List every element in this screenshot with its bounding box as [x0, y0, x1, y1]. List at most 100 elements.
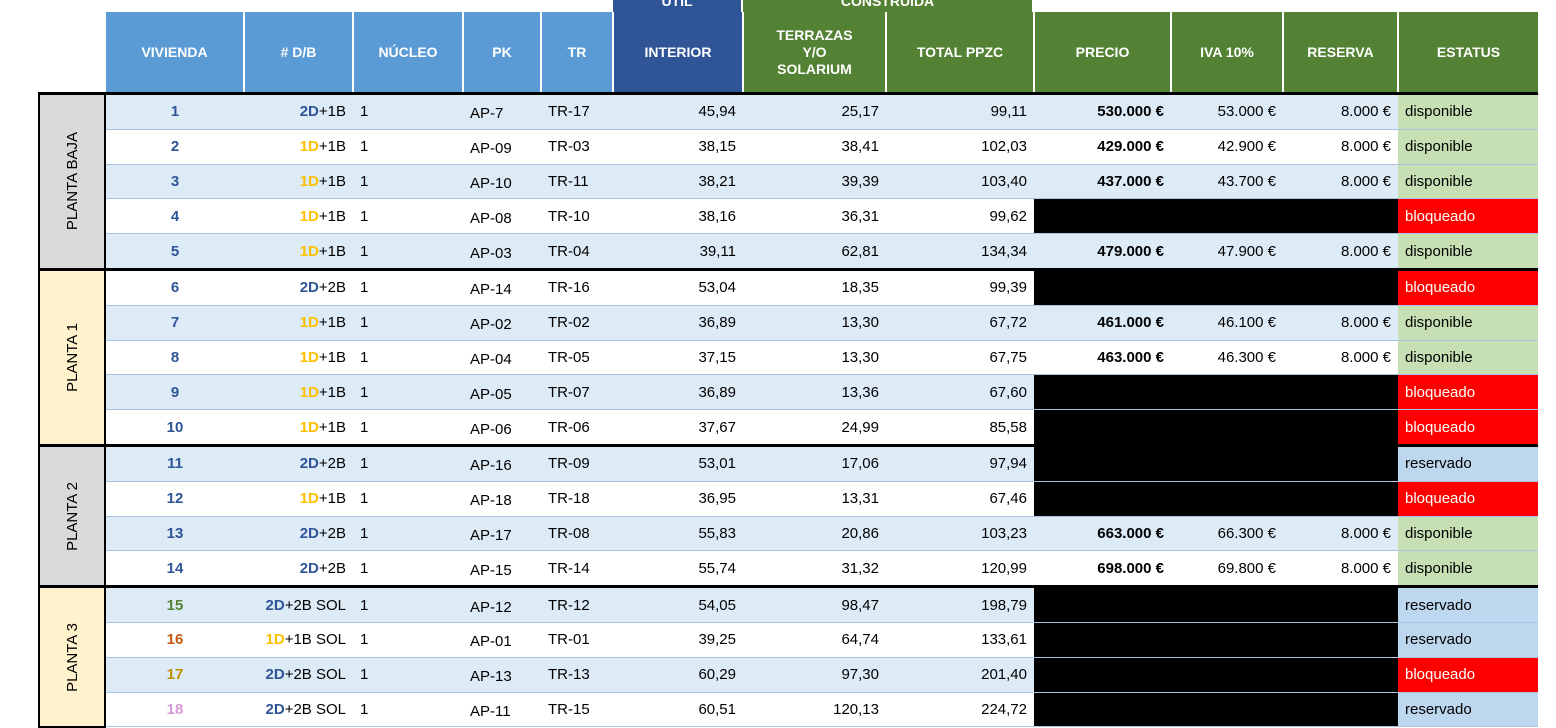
- iva-cell: 66.300 €: [1171, 516, 1283, 552]
- tr-cell: TR-06: [541, 409, 613, 446]
- pk-cell: AP-11: [463, 692, 541, 728]
- column-header: INTERIOR: [612, 12, 743, 94]
- column-header: TOTAL PPZC: [885, 12, 1034, 94]
- tr-cell: TR-10: [541, 198, 613, 235]
- bedrooms: 2D: [299, 279, 319, 297]
- vivienda-cell: 1: [105, 92, 244, 130]
- reserva-cell: [1283, 692, 1398, 728]
- tr-cell: TR-07: [541, 374, 613, 411]
- vivienda-cell: 7: [105, 305, 244, 341]
- nucleo-cell: 1: [353, 409, 463, 446]
- estatus-cell: bloqueado: [1398, 409, 1538, 446]
- vivienda-cell: 14: [105, 550, 244, 588]
- nucleo-cell: 1: [353, 233, 463, 270]
- floor-cell: PLANTA 1: [38, 267, 106, 447]
- pk-cell: AP-12: [463, 585, 541, 623]
- bathrooms: +1B: [318, 207, 346, 225]
- total-cell: 67,75: [886, 340, 1034, 376]
- column-header: IVA 10%: [1170, 12, 1283, 94]
- bedrooms: 1D: [299, 348, 319, 366]
- column-header: ESTATUS: [1397, 12, 1538, 94]
- total-cell: 102,03: [886, 129, 1034, 165]
- bathrooms: +1B: [318, 383, 346, 401]
- table-row: 13 2D+2B 1 AP-17 TR-08 55,83 20,86 103,23 663.00…: [39, 516, 1538, 552]
- estatus-cell: disponible: [1398, 164, 1538, 200]
- estatus-cell: reservado: [1398, 622, 1538, 658]
- reserva-cell: [1283, 585, 1398, 623]
- db-cell: 1D+1B: [244, 305, 353, 341]
- iva-cell: 69.800 €: [1171, 550, 1283, 588]
- tr-cell: TR-02: [541, 305, 613, 341]
- db-cell: 1D+1B: [244, 129, 353, 165]
- bathrooms: +1B: [318, 348, 346, 366]
- nucleo-cell: 1: [353, 550, 463, 588]
- reserva-cell: 8.000 €: [1283, 92, 1398, 130]
- precio-cell: 530.000 €: [1034, 92, 1171, 130]
- nucleo-cell: 1: [353, 585, 463, 623]
- db-cell: 1D+1B: [244, 198, 353, 235]
- pk-cell: AP-08: [463, 198, 541, 235]
- precio-cell: 429.000 €: [1034, 129, 1171, 165]
- interior-cell: 39,11: [613, 233, 743, 270]
- precio-cell: [1034, 657, 1171, 693]
- bathrooms: +2B SOL: [284, 666, 346, 684]
- terrazas-cell: 13,30: [743, 305, 886, 341]
- db-cell: 1D+1B SOL: [244, 622, 353, 658]
- terrazas-cell: 36,31: [743, 198, 886, 235]
- interior-cell: 60,51: [613, 692, 743, 728]
- interior-cell: 38,21: [613, 164, 743, 200]
- table-row: PLANTA BAJA 1 2D+1B 1 AP-7 TR-17 45,94 25,17 99,…: [38, 92, 1538, 271]
- pk-cell: AP-03: [463, 233, 541, 270]
- interior-cell: 37,67: [613, 409, 743, 446]
- floor-cell: PLANTA BAJA: [38, 92, 106, 271]
- terrazas-cell: 25,17: [743, 92, 886, 130]
- bedrooms: 1D: [299, 490, 319, 508]
- total-cell: 97,94: [886, 443, 1034, 482]
- pk-cell: AP-09: [463, 129, 541, 165]
- bedrooms: 1D: [299, 138, 319, 156]
- vivienda-cell: 10: [105, 409, 244, 446]
- vivienda-cell: 4: [105, 198, 244, 235]
- iva-cell: [1171, 443, 1283, 482]
- vivienda-cell: 17: [105, 657, 244, 693]
- iva-cell: 42.900 €: [1171, 129, 1283, 165]
- bathrooms: +2B: [318, 279, 346, 297]
- pk-cell: AP-13: [463, 657, 541, 693]
- pk-cell: AP-7: [463, 92, 541, 130]
- column-header: PK: [462, 12, 541, 94]
- pk-cell: AP-04: [463, 340, 541, 376]
- interior-cell: 54,05: [613, 585, 743, 623]
- floor-cell: PLANTA 2: [38, 443, 106, 588]
- tr-cell: TR-09: [541, 443, 613, 482]
- db-cell: 1D+1B: [244, 409, 353, 446]
- terrazas-cell: 39,39: [743, 164, 886, 200]
- reserva-cell: 8.000 €: [1283, 305, 1398, 341]
- nucleo-cell: 1: [353, 305, 463, 341]
- terrazas-cell: 24,99: [743, 409, 886, 446]
- reserva-cell: 8.000 €: [1283, 550, 1398, 588]
- table-row: 2 1D+1B 1 AP-09 TR-03 38,15 38,41 102,03 429.000…: [39, 129, 1538, 165]
- table-row: 8 1D+1B 1 AP-04 TR-05 37,15 13,30 67,75 463.000 …: [39, 340, 1538, 376]
- db-cell: 2D+2B SOL: [244, 585, 353, 623]
- reserva-cell: [1283, 481, 1398, 517]
- terrazas-cell: 13,31: [743, 481, 886, 517]
- reserva-cell: 8.000 €: [1283, 164, 1398, 200]
- header-group: ÚTIL: [613, 0, 741, 12]
- bathrooms: +2B SOL: [284, 596, 346, 614]
- estatus-cell: bloqueado: [1398, 267, 1538, 306]
- pk-cell: AP-15: [463, 550, 541, 588]
- total-cell: 201,40: [886, 657, 1034, 693]
- nucleo-cell: 1: [353, 516, 463, 552]
- bedrooms: 2D: [299, 455, 319, 473]
- db-cell: 1D+1B: [244, 481, 353, 517]
- iva-cell: [1171, 657, 1283, 693]
- table-row: PLANTA 3 15 2D+2B SOL 1 AP-12 TR-12 54,05 98,47…: [38, 585, 1538, 728]
- table-row: 14 2D+2B 1 AP-15 TR-14 55,74 31,32 120,99 698.00…: [39, 550, 1538, 588]
- bathrooms: +2B: [318, 524, 346, 542]
- table-row: 17 2D+2B SOL 1 AP-13 TR-13 60,29 97,30 201,40 bl…: [39, 657, 1538, 693]
- column-header: VIVIENDA: [104, 12, 244, 94]
- nucleo-cell: 1: [353, 92, 463, 130]
- bedrooms: 2D: [265, 666, 285, 684]
- vivienda-cell: 9: [105, 374, 244, 411]
- units-table: VIVIENDA # D/B NÚCLEO PK TR INTERIOR TERRAZAS …: [38, 12, 1538, 728]
